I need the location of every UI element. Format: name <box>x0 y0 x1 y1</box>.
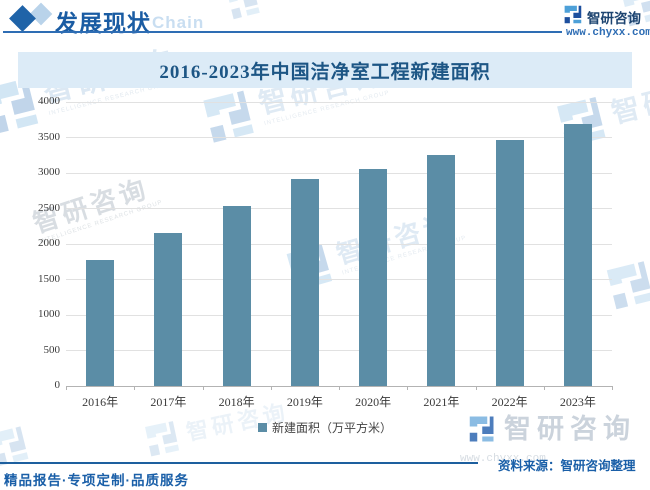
axis-tick <box>270 386 272 390</box>
brand-watermark: 智研咨询 <box>140 394 292 460</box>
axis-tick <box>66 386 67 390</box>
watermark-text: 智研咨询 <box>504 413 636 444</box>
gridline <box>66 314 612 316</box>
chart-title: 2016-2023年中国洁净室工程新建面积 <box>159 61 491 83</box>
y-tick-label: 3500 <box>38 130 60 143</box>
bar <box>222 205 251 386</box>
axis-tick <box>475 386 477 390</box>
brand-watermark <box>600 256 650 314</box>
axis-tick <box>543 386 545 390</box>
zhiyan-logo-icon <box>145 421 180 457</box>
y-tick-label: 0 <box>54 379 61 391</box>
zhiyan-logo-icon <box>621 0 650 27</box>
data-source: 资料来源：智研咨询整理 <box>498 459 636 473</box>
chart-legend: 新建面积（万平方米） <box>0 419 650 436</box>
axis-tick <box>202 386 204 390</box>
brand-name: 智研咨询 <box>587 11 641 26</box>
brand-watermark: 智研咨询 <box>466 414 636 444</box>
gridline <box>66 172 612 174</box>
x-tick-label: 2017年 <box>150 395 187 409</box>
y-tick-label: 1500 <box>38 272 60 285</box>
legend-marker <box>257 423 267 432</box>
gridline <box>66 350 612 351</box>
section-subtitle: Chain <box>152 13 205 32</box>
bar <box>290 179 319 386</box>
brand-watermark <box>222 0 263 23</box>
x-tick-label: 2021年 <box>423 395 460 409</box>
bar <box>427 154 456 386</box>
axis-tick <box>339 386 340 390</box>
legend-label: 新建面积（万平方米） <box>271 421 392 435</box>
gridline <box>66 137 612 138</box>
axis-tick <box>134 386 136 390</box>
x-tick-label: 2016年 <box>82 395 119 409</box>
bar <box>563 124 592 386</box>
bar <box>154 233 183 386</box>
header-divider <box>3 31 562 33</box>
watermark-url: www.chyxx.com <box>460 453 546 465</box>
y-tick-label: 500 <box>43 343 61 356</box>
footer-tagline: 精品报告·专项定制·品质服务 <box>4 473 189 488</box>
y-tick-label: 4000 <box>38 95 60 107</box>
x-tick-label: 2022年 <box>491 395 528 409</box>
gridline <box>66 279 612 280</box>
zhiyan-logo-icon <box>562 4 583 30</box>
axis-tick <box>407 386 409 390</box>
gridline <box>66 101 612 103</box>
x-tick-label: 2020年 <box>355 395 392 409</box>
zhiyan-logo-icon <box>226 0 260 20</box>
y-tick-label: 3000 <box>38 166 60 178</box>
website-url: www.chyxx.com <box>566 27 650 39</box>
y-tick-label: 1000 <box>38 308 60 320</box>
axis-tick <box>612 386 613 390</box>
brand-watermark <box>616 0 650 31</box>
zhiyan-logo-icon <box>469 416 494 442</box>
brand-watermark: 智研咨询 INTELLIGENCE RESEARCH GROUP <box>196 52 392 148</box>
x-tick-label: 2023年 <box>559 395 596 409</box>
zhiyan-logo-icon <box>0 426 29 467</box>
gridline <box>66 208 612 209</box>
y-tick-label: 2500 <box>38 201 60 214</box>
bar <box>495 139 524 386</box>
bar <box>359 169 388 386</box>
gridline <box>66 243 612 245</box>
x-tick-label: 2018年 <box>218 395 255 409</box>
y-tick-label: 2000 <box>38 237 60 249</box>
bar <box>86 259 115 386</box>
chart-title-band: 2016-2023年中国洁净室工程新建面积 <box>18 52 632 88</box>
footer-divider <box>0 462 478 464</box>
zhiyan-logo-icon <box>606 261 650 310</box>
brand-watermark <box>0 422 32 470</box>
zhiyan-logo-icon <box>203 90 254 143</box>
x-tick-label: 2019年 <box>286 395 323 409</box>
